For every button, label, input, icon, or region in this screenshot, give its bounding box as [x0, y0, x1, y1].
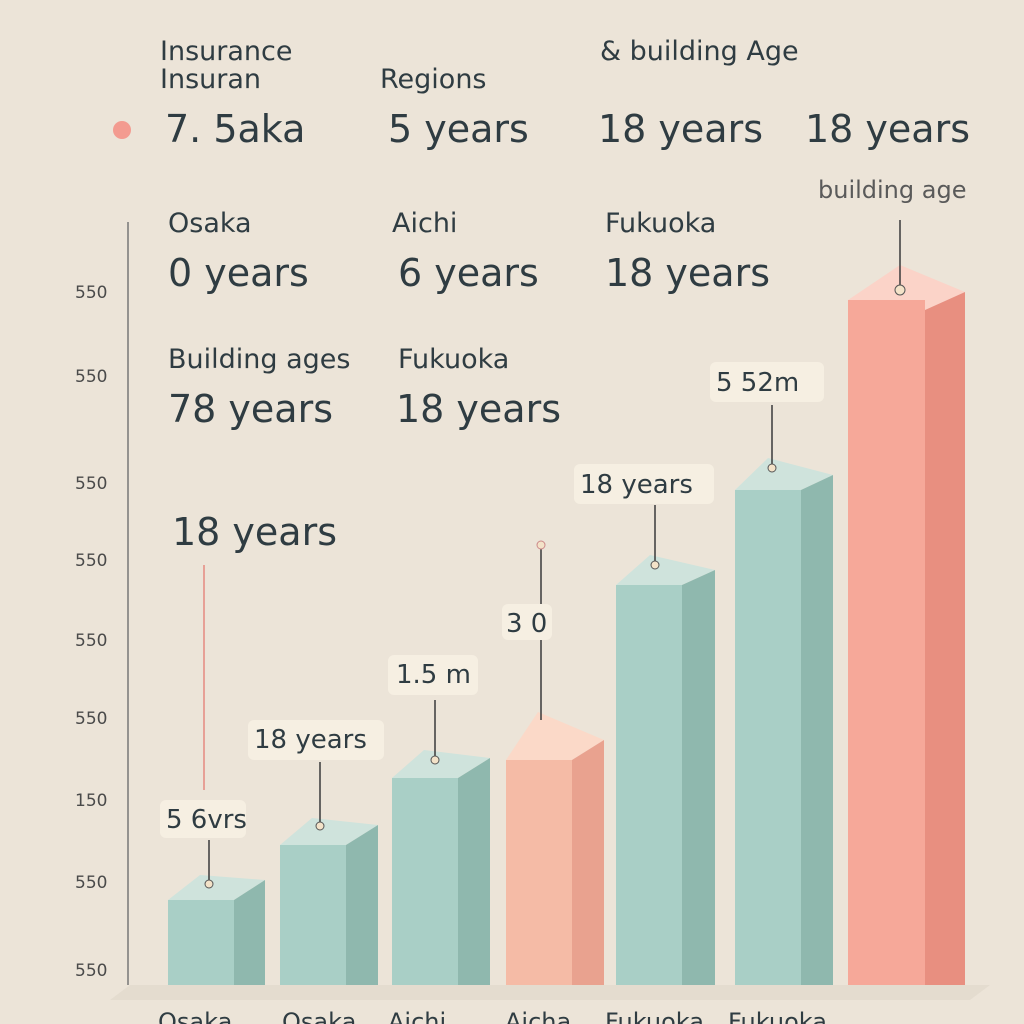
header-value: 5 years — [388, 107, 529, 151]
marker — [113, 121, 131, 139]
header-value: 18 years — [598, 107, 763, 151]
region-name: Fukuoka — [398, 344, 509, 375]
region-age: 0 years — [168, 251, 309, 295]
header-value: 18 years — [805, 107, 970, 151]
x-label: Fukuoka — [605, 1008, 704, 1024]
x-label: Fukuoka — [728, 1008, 827, 1024]
marker-label: 7. 5aka — [165, 107, 305, 151]
title: Insurance — [160, 36, 292, 67]
region-age: 18 years — [396, 387, 561, 431]
floor — [110, 985, 990, 1000]
bar — [616, 555, 715, 985]
y-label: 550 — [75, 551, 107, 571]
y-label: 550 — [75, 367, 107, 387]
x-label: Osaka — [282, 1008, 356, 1024]
label-box — [160, 800, 246, 838]
label-box — [388, 655, 478, 695]
bar — [280, 818, 378, 985]
label-box — [710, 362, 824, 402]
bar-label: 18 years — [580, 470, 693, 500]
y-label: 550 — [75, 961, 107, 981]
region-age: 18 years — [605, 251, 770, 295]
subtitle: & building Age — [600, 36, 799, 67]
label-box — [248, 720, 384, 760]
pins — [204, 220, 906, 889]
regions-label: Regions — [380, 64, 487, 95]
x-label: Aichi — [388, 1008, 446, 1024]
note: 18 years — [172, 510, 337, 554]
y-label: 550 — [75, 283, 107, 303]
y-label: 550 — [75, 709, 107, 729]
bar-label: 18 years — [254, 725, 367, 755]
bar-label: 5 52m — [716, 368, 799, 398]
building-ages-value: 78 years — [168, 387, 333, 431]
y-label: 150 — [75, 791, 107, 811]
bar-label: 1.5 m — [396, 660, 471, 690]
x-label: Osaka — [158, 1008, 232, 1024]
y-label: 550 — [75, 474, 107, 494]
y-label: 550 — [75, 631, 107, 651]
bar — [392, 750, 490, 985]
title: Insuran — [160, 64, 261, 95]
region-name: Osaka — [168, 208, 252, 239]
label-box — [502, 604, 552, 640]
bar — [848, 265, 965, 985]
region-name: Fukuoka — [605, 208, 716, 239]
label-box — [574, 464, 714, 504]
bar — [168, 875, 265, 985]
bar — [506, 712, 604, 985]
x-label: Aicha — [505, 1008, 571, 1024]
y-label: 550 — [75, 873, 107, 893]
bar — [735, 458, 833, 985]
corner-label: building age — [818, 176, 966, 204]
region-age: 6 years — [398, 251, 539, 295]
building-ages-label: Building ages — [168, 344, 350, 375]
bar-label: 5 6vrs — [166, 805, 247, 835]
region-name: Aichi — [392, 208, 457, 239]
bar-label: 3 0 — [506, 609, 547, 639]
